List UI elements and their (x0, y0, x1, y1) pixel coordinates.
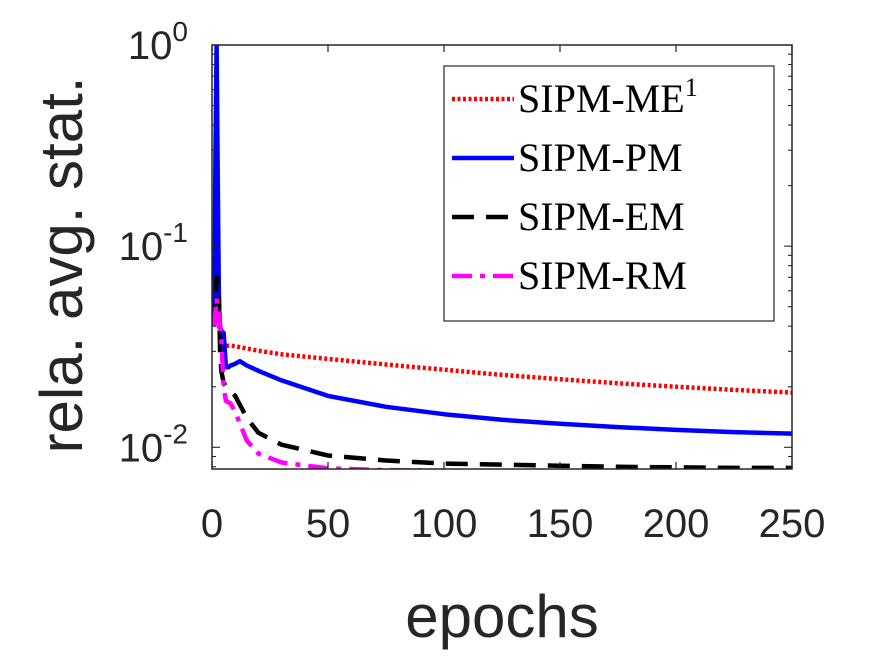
legend-label: SIPM-ME1 (518, 73, 698, 121)
y-tick-label: 10-1 (119, 217, 188, 269)
x-axis-label: epochs (405, 583, 598, 650)
series-line-sipm-em (212, 275, 792, 469)
series-line-sipm-rm (212, 296, 551, 469)
x-tick-label: 150 (527, 502, 594, 546)
x-axis: 0 50 100 150 200 250 (201, 45, 826, 546)
legend-label: SIPM-PM (518, 135, 683, 180)
y-axis: 10-2 10-1 100 (119, 16, 792, 470)
series-layer (212, 45, 792, 469)
x-tick-label: 0 (201, 502, 223, 546)
legend-box (443, 65, 775, 322)
y-axis-label: rela. avg. stat. (28, 77, 95, 454)
legend-label: SIPM-EM (518, 194, 685, 239)
legend: SIPM-ME1 SIPM-PM SIPM-EM SIPM-RM (443, 65, 775, 322)
x-tick-label: 50 (306, 502, 351, 546)
y-tick-label: 10-2 (119, 418, 188, 470)
x-tick-label: 100 (411, 502, 478, 546)
plot-frame (211, 44, 793, 470)
x-tick-label: 250 (759, 502, 826, 546)
legend-label: SIPM-RM (518, 253, 687, 298)
y-tick-label: 100 (128, 16, 188, 68)
x-tick-label: 200 (643, 502, 710, 546)
